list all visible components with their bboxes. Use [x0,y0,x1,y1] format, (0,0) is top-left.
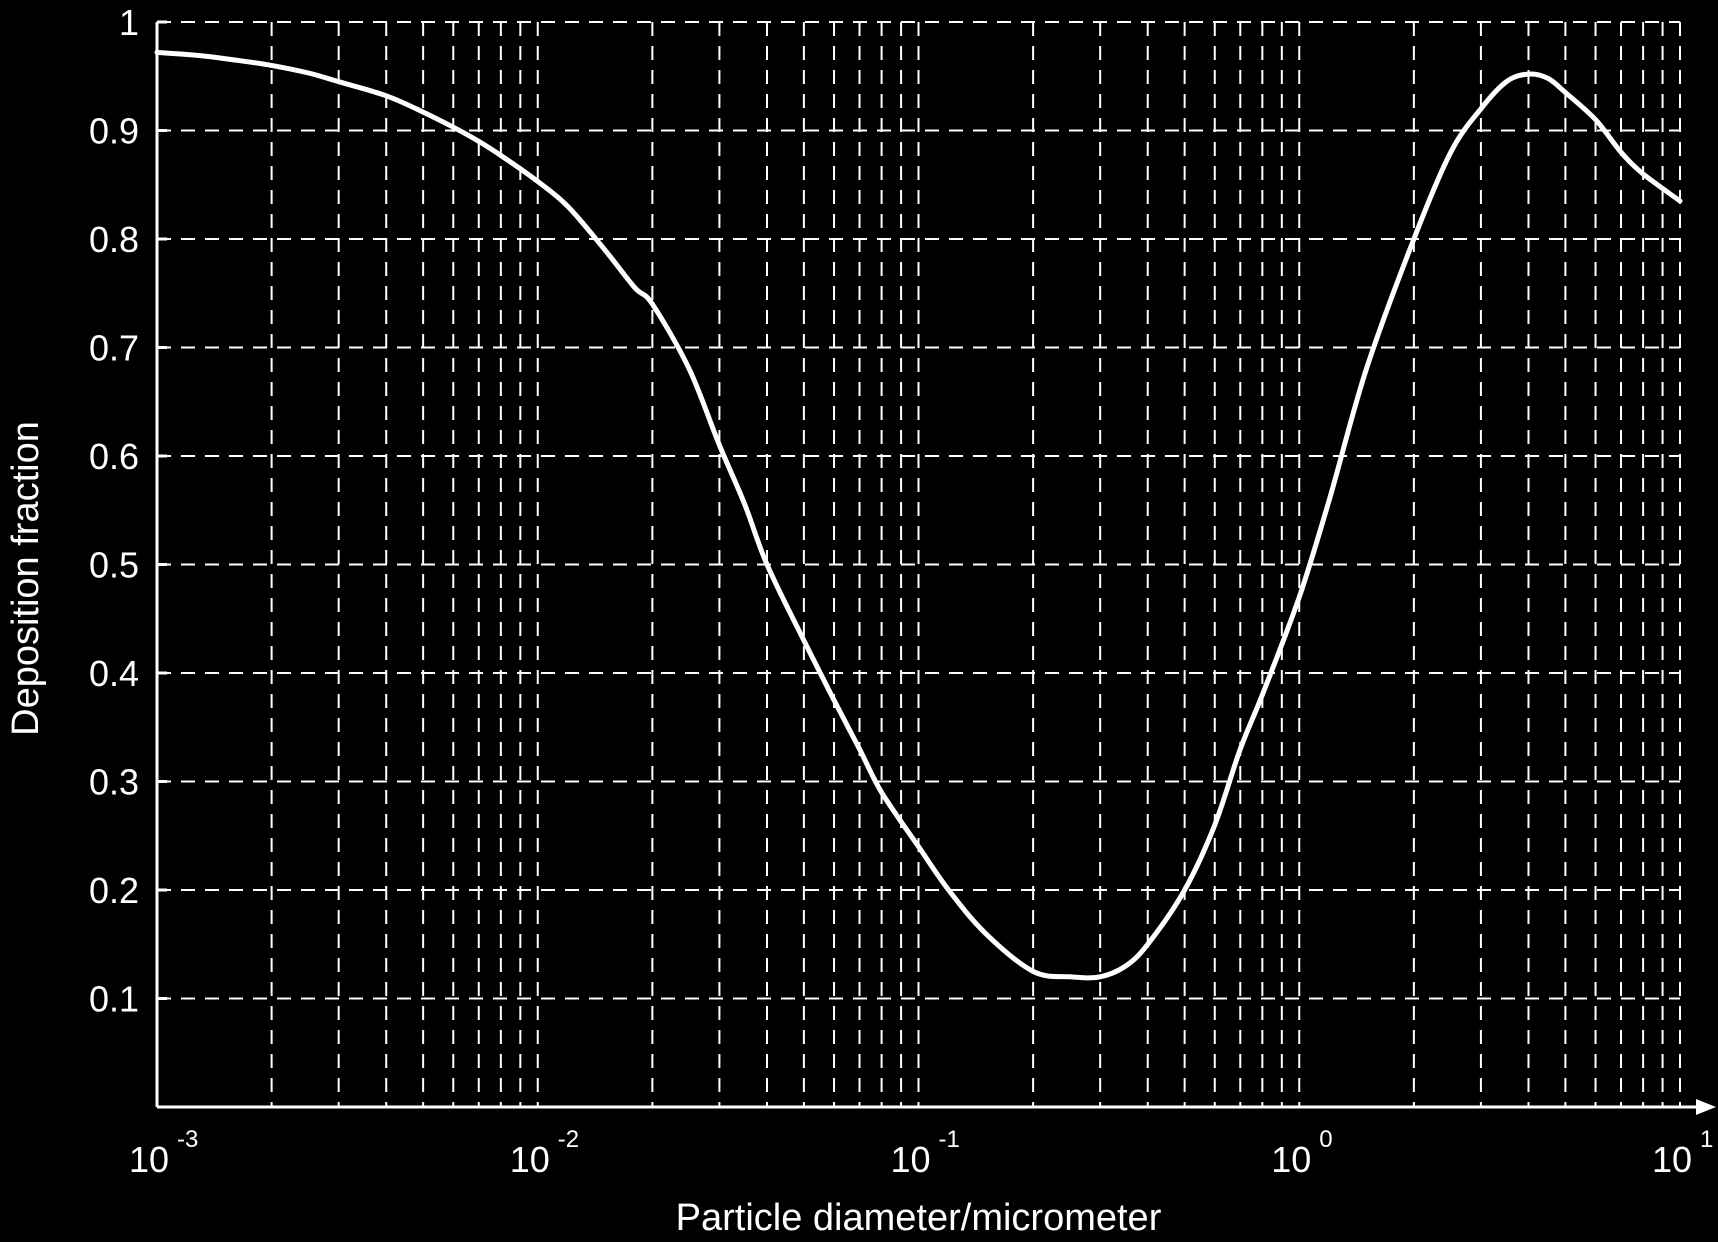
y-tick-label: 0.7 [89,328,139,369]
x-tick-exponent: 1 [1700,1126,1713,1153]
x-tick-label: 10 [510,1139,550,1180]
grid [157,21,1681,1107]
y-tick-label: 0.5 [89,545,139,586]
x-tick-label: 10 [890,1139,930,1180]
y-tick-label: 0.6 [89,436,139,477]
x-tick-exponent: -2 [558,1126,579,1153]
x-axis-arrow-icon [1696,1099,1716,1115]
y-tick-label: 0.1 [89,979,139,1020]
x-tick-exponent: -3 [177,1126,198,1153]
axes [155,20,1716,1115]
x-tick-exponent: -1 [939,1126,960,1153]
x-axis-title: Particle diameter/micrometer [676,1197,1162,1239]
y-tick-label: 0.3 [89,762,139,803]
y-tick-label: 1 [119,2,139,43]
x-tick-label: 10 [1271,1139,1311,1180]
y-tick-label: 0.4 [89,653,139,694]
y-tick-label: 0.2 [89,870,139,911]
y-tick-label: 0.8 [89,219,139,260]
series-layer [154,49,1683,981]
series-line-0 [154,49,1683,981]
x-tick-exponent: 0 [1319,1126,1332,1153]
x-tick-label: 10 [129,1139,169,1180]
x-tick-label: 10 [1652,1139,1692,1180]
y-axis-title: Deposition fraction [5,421,47,736]
y-tick-label: 0.9 [89,111,139,152]
